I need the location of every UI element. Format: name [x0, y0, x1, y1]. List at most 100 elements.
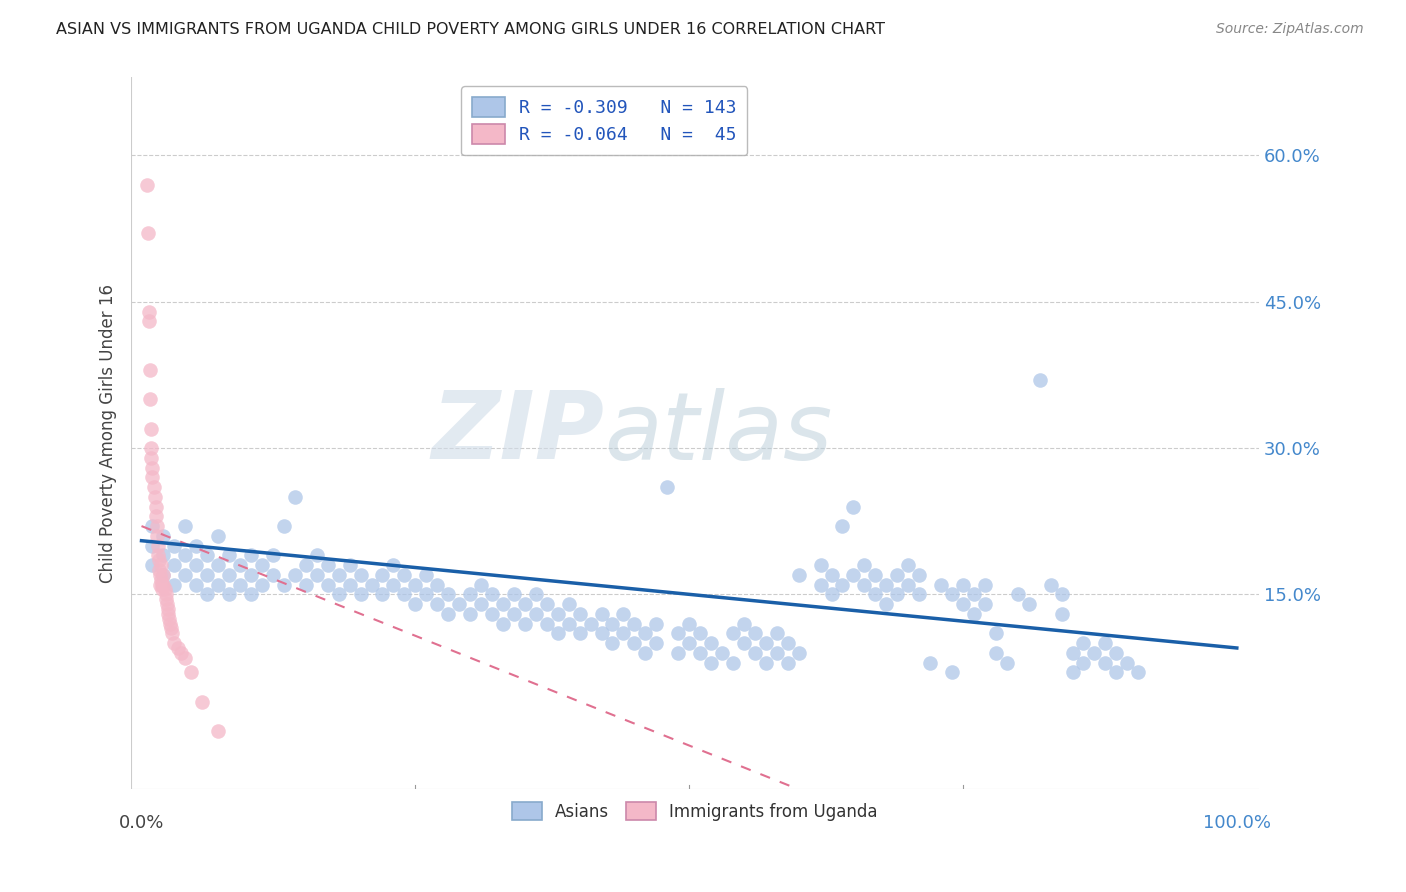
Point [415, 587, 437, 601]
Point [842, 500, 865, 514]
Point [141, 539, 163, 553]
Point [294, 577, 316, 591]
Point [524, 607, 547, 621]
Point [1062, 646, 1084, 660]
Point [328, 587, 350, 601]
Point [138, 314, 160, 328]
Point [941, 665, 963, 680]
Point [557, 597, 579, 611]
Point [157, 612, 180, 626]
Point [612, 626, 634, 640]
Point [897, 577, 920, 591]
Point [557, 616, 579, 631]
Point [579, 616, 602, 631]
Point [186, 577, 208, 591]
Point [152, 577, 174, 591]
Y-axis label: Child Poverty Among Girls Under 16: Child Poverty Among Girls Under 16 [100, 284, 117, 582]
Point [195, 587, 218, 601]
Point [1007, 587, 1029, 601]
Point [1062, 665, 1084, 680]
Point [150, 577, 173, 591]
Point [250, 577, 273, 591]
Point [634, 646, 657, 660]
Point [470, 597, 492, 611]
Point [143, 490, 166, 504]
Point [503, 587, 526, 601]
Point [349, 567, 371, 582]
Point [689, 626, 711, 640]
Point [394, 567, 416, 582]
Point [666, 646, 689, 660]
Point [152, 549, 174, 563]
Point [159, 616, 181, 631]
Point [1028, 373, 1050, 387]
Point [207, 577, 229, 591]
Point [394, 587, 416, 601]
Point [1105, 665, 1128, 680]
Point [458, 587, 481, 601]
Text: 100.0%: 100.0% [1202, 814, 1271, 832]
Point [1116, 656, 1139, 670]
Point [136, 227, 159, 241]
Point [602, 636, 624, 650]
Point [602, 616, 624, 631]
Point [148, 553, 170, 567]
Point [623, 636, 645, 650]
Point [513, 616, 536, 631]
Point [700, 636, 723, 650]
Point [1039, 577, 1062, 591]
Point [481, 587, 503, 601]
Point [1018, 597, 1040, 611]
Point [139, 392, 162, 407]
Point [207, 723, 229, 738]
Point [952, 577, 974, 591]
Point [865, 587, 887, 601]
Point [155, 592, 177, 607]
Point [765, 626, 787, 640]
Point [689, 646, 711, 660]
Point [678, 636, 700, 650]
Point [195, 549, 218, 563]
Point [382, 558, 405, 573]
Point [973, 577, 995, 591]
Point [152, 567, 174, 582]
Point [820, 567, 842, 582]
Point [973, 597, 995, 611]
Point [536, 597, 558, 611]
Point [141, 519, 163, 533]
Point [186, 539, 208, 553]
Point [155, 587, 177, 601]
Point [865, 567, 887, 582]
Point [920, 656, 942, 670]
Point [929, 577, 952, 591]
Point [339, 558, 361, 573]
Point [141, 558, 163, 573]
Point [145, 500, 167, 514]
Point [952, 597, 974, 611]
Point [711, 646, 734, 660]
Point [360, 577, 382, 591]
Point [190, 695, 212, 709]
Point [645, 616, 668, 631]
Point [995, 656, 1018, 670]
Point [842, 567, 865, 582]
Point [875, 577, 897, 591]
Point [150, 573, 173, 587]
Point [886, 587, 908, 601]
Point [1128, 665, 1150, 680]
Point [262, 549, 284, 563]
Point [207, 529, 229, 543]
Point [1073, 636, 1095, 650]
Point [146, 529, 169, 543]
Point [886, 567, 908, 582]
Point [142, 480, 165, 494]
Point [1083, 646, 1105, 660]
Point [138, 304, 160, 318]
Point [136, 178, 159, 192]
Point [415, 567, 437, 582]
Text: atlas: atlas [605, 388, 832, 479]
Point [1094, 636, 1116, 650]
Point [634, 626, 657, 640]
Point [908, 567, 931, 582]
Point [853, 577, 876, 591]
